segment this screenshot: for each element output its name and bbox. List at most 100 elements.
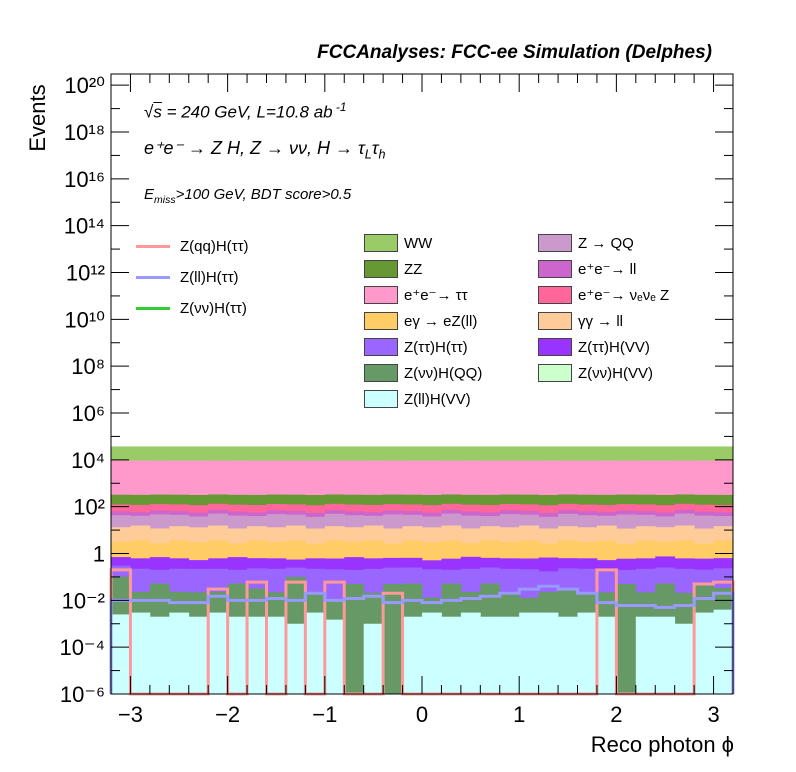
legend-stack-2: ZZ xyxy=(364,259,422,279)
legend-label: Z(qq)H(ττ) xyxy=(180,237,249,255)
x-tick-label--2: −2 xyxy=(215,702,240,727)
bar-z-ll-h-vv--3 xyxy=(169,612,190,694)
legend-swatch xyxy=(538,286,572,304)
legend-stack-7: γγ → ll xyxy=(538,311,623,331)
legend-swatch xyxy=(136,306,170,310)
bar-z-ll-h-vv--22 xyxy=(538,612,559,694)
legend-stack-5: e⁺e⁻→ νₑνₑ Z xyxy=(538,285,669,305)
y-tick-label-16: 10¹⁶ xyxy=(64,167,105,192)
energy-lumi-label: √s = 240 GeV, L=10.8 ab -1 xyxy=(144,100,347,122)
bar-z-ll-h-vv--24 xyxy=(577,612,598,694)
legend-label: Z(νν)H(VV) xyxy=(578,364,653,382)
bar-z-ll-h-vv--0 xyxy=(111,614,131,694)
legend-swatch xyxy=(136,275,170,279)
bar-z-ll-h-vv--21 xyxy=(519,612,540,694)
y-tick-label-6: 10⁶ xyxy=(71,401,105,426)
legend-swatch xyxy=(364,286,398,304)
process-label: e⁺e⁻ → Z H, Z → νν, H → τLτh xyxy=(144,138,386,162)
legend-label: WW xyxy=(404,234,433,252)
y-tick-label-0: 1 xyxy=(93,542,105,567)
legend-stack-10: Z(νν)H(QQ) xyxy=(364,363,482,383)
y-tick-label--4: 10⁻⁴ xyxy=(59,635,105,660)
legend-swatch xyxy=(538,234,572,252)
bar-z-ll-h-vv--17 xyxy=(441,616,462,694)
legend-signal-2: Z(νν)H(ττ) xyxy=(136,298,247,318)
bar-z-ll-h-vv--10 xyxy=(305,612,326,694)
legend-label: Z(νν)H(ττ) xyxy=(180,299,247,317)
bar-z-ll-h-vv--4 xyxy=(188,616,209,694)
legend-swatch xyxy=(364,312,398,330)
bar-z-ll-h-vv--15 xyxy=(402,616,423,694)
legend-swatch xyxy=(364,234,398,252)
bar-z-h-qq--26 xyxy=(616,583,637,694)
legend-label: ZZ xyxy=(404,260,423,278)
bar-z-ll-h-vv--23 xyxy=(558,616,578,694)
legend-stack-4: e⁺e⁻→ ττ xyxy=(364,285,468,305)
legend-signal-1: Z(ll)H(ττ) xyxy=(136,267,239,287)
x-axis-label: Reco photon ϕ xyxy=(590,732,734,757)
line-z-ll-h- xyxy=(109,584,735,694)
y-tick-label-14: 10¹⁴ xyxy=(64,214,105,239)
bar-z-ll-h-vv--13 xyxy=(363,623,384,694)
y-tick-label-4: 10⁴ xyxy=(71,448,105,473)
y-tick-label-8: 10⁸ xyxy=(71,354,105,379)
bar-z-ll-h-vv--1 xyxy=(130,612,151,694)
x-tick-label-1: 1 xyxy=(513,702,525,727)
legend-swatch xyxy=(538,338,572,356)
plot-header: FCCAnalyses: FCC-ee Simulation (Delphes) xyxy=(317,42,712,63)
bar-z-ll-h-vv--18 xyxy=(460,612,481,694)
legend-signal-0: Z(qq)H(ττ) xyxy=(136,236,249,256)
bar-z-ll-h-vv--25 xyxy=(596,616,617,694)
y-tick-label--6: 10⁻⁶ xyxy=(60,682,105,707)
bar-z-ll-h-vv--20 xyxy=(499,616,520,694)
y-tick-label-18: 10¹⁸ xyxy=(64,120,105,145)
x-tick-label-2: 2 xyxy=(610,702,622,727)
bar-z-ll-h-vv--30 xyxy=(694,612,714,694)
x-tick-label-0: 0 xyxy=(416,702,428,727)
bar-z-ll-h-vv--5 xyxy=(208,612,229,694)
legend-swatch xyxy=(136,244,170,248)
y-tick-label-10: 10¹⁰ xyxy=(64,307,105,332)
legend-stack-1: Z → QQ xyxy=(538,233,634,253)
legend-label: e⁺e⁻→ ττ xyxy=(404,287,468,304)
legend-stack-0: WW xyxy=(364,233,432,253)
x-tick-label-3: 3 xyxy=(707,702,719,727)
y-tick-label-12: 10¹² xyxy=(66,261,105,286)
bar-z-ll-h-vv--6 xyxy=(227,616,248,694)
bar-z-ll-h-vv--29 xyxy=(674,623,695,694)
legend-label: Z(ll)H(VV) xyxy=(404,390,471,408)
legend-swatch xyxy=(538,260,572,278)
bar-z-h-qq--14 xyxy=(383,583,403,694)
legend-stack-11: Z(νν)H(VV) xyxy=(538,363,653,383)
bar-z-ll-h-vv--7 xyxy=(247,616,267,694)
bar-z-ll-h-vv--11 xyxy=(324,619,345,694)
bar-z-ll-h-vv--2 xyxy=(149,616,170,694)
legend-label: Z(ττ)H(VV) xyxy=(578,338,650,356)
bar-z-ll-h-vv--27 xyxy=(635,616,656,694)
bar-z-ll-h-vv--19 xyxy=(480,616,501,694)
legend-swatch xyxy=(364,390,398,408)
legend-label: Z(νν)H(QQ) xyxy=(404,364,483,382)
bar-z-ll-h-vv--31 xyxy=(713,609,734,694)
bar-z-h-qq--12 xyxy=(344,583,365,694)
bar-z-ll-h-vv--28 xyxy=(655,616,676,694)
legend-label: e⁺e⁻→ ll xyxy=(578,261,637,278)
sqrt-symbol: √ xyxy=(144,102,154,122)
legend-swatch xyxy=(538,312,572,330)
legend-label: γγ → ll xyxy=(578,312,623,330)
legend-swatch xyxy=(364,260,398,278)
legend-swatch xyxy=(364,364,398,382)
legend-swatch xyxy=(364,338,398,356)
selection-label: Emiss>100 GeV, BDT score>0.5 xyxy=(144,186,352,206)
bar-z-ll-h-vv--8 xyxy=(266,616,287,694)
legend-stack-9: Z(ττ)H(VV) xyxy=(538,337,650,357)
legend-label: Z(ττ)H(ττ) xyxy=(404,338,468,356)
legend-stack-6: eγ → eZ(ll) xyxy=(364,311,477,331)
bar-z-ll-h-vv--9 xyxy=(285,623,306,694)
legend-swatch xyxy=(538,364,572,382)
legend-stack-12: Z(ll)H(VV) xyxy=(364,389,471,409)
y-tick-label--2: 10⁻² xyxy=(62,588,105,613)
x-tick-label--1: −1 xyxy=(312,702,337,727)
legend-label: eγ → eZ(ll) xyxy=(404,312,478,330)
